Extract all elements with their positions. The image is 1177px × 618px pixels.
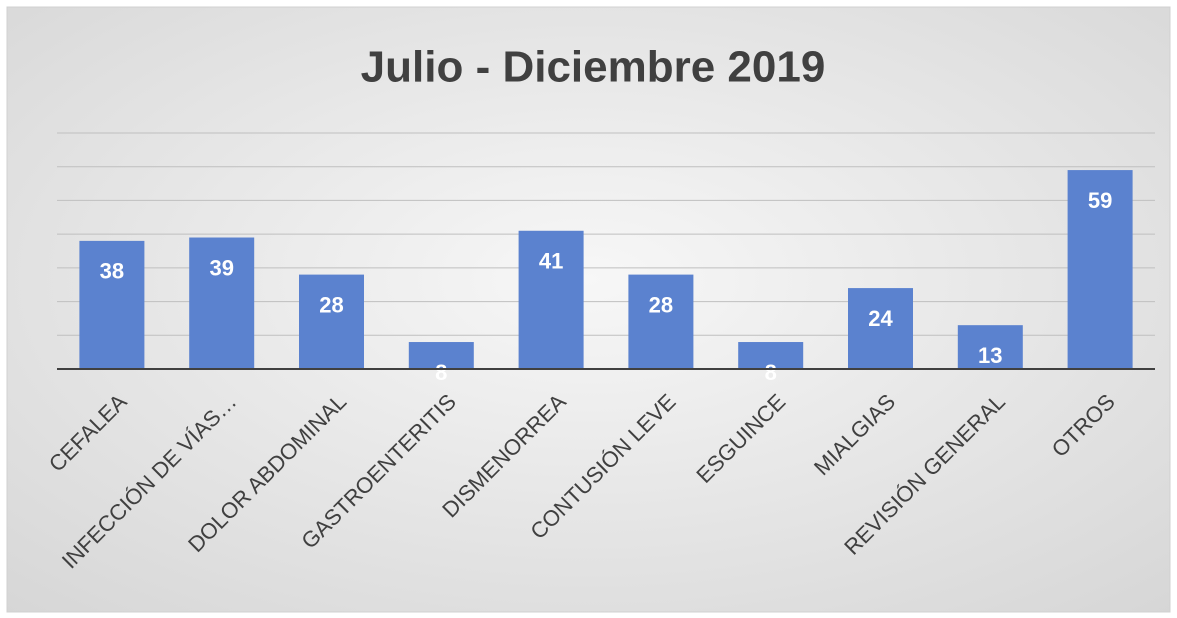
data-label: 41	[539, 249, 563, 274]
bar	[408, 342, 474, 369]
data-label: 13	[978, 343, 1002, 368]
bar	[628, 274, 694, 369]
chart-background	[6, 6, 1171, 613]
bar	[738, 342, 804, 369]
bar	[189, 237, 255, 369]
bar	[957, 325, 1023, 369]
data-label: 39	[209, 255, 233, 280]
chart-title: Julio - Diciembre 2019	[361, 43, 826, 92]
data-label: 38	[100, 259, 124, 284]
bar	[79, 240, 145, 369]
bar	[848, 288, 913, 369]
data-label: 24	[868, 306, 893, 331]
data-label: 8	[765, 360, 777, 385]
data-label: 8	[435, 360, 447, 385]
data-label: 28	[319, 292, 343, 317]
bar	[518, 230, 584, 369]
data-label: 59	[1088, 188, 1112, 213]
data-label: 28	[649, 292, 673, 317]
bar	[1067, 170, 1133, 369]
bar	[299, 274, 364, 369]
